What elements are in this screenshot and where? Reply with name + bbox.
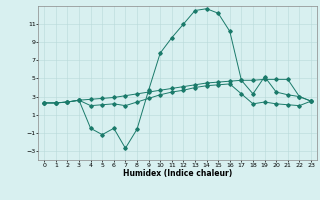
X-axis label: Humidex (Indice chaleur): Humidex (Indice chaleur) <box>123 169 232 178</box>
